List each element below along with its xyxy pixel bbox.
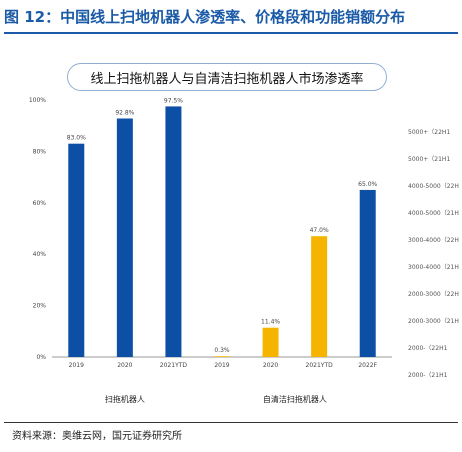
source-note: 资料来源：奥维云网，国元证券研究所 — [12, 431, 182, 442]
data-label: 92.8% — [115, 110, 134, 117]
data-label: 65.0% — [358, 181, 377, 188]
bar — [311, 236, 328, 357]
source-rule — [4, 422, 458, 423]
data-label: 83.0% — [67, 135, 86, 142]
x-tick-label: 2021YTD — [160, 362, 188, 369]
y-tick-label: 40% — [33, 251, 47, 258]
bar — [116, 118, 133, 357]
data-label: 47.0% — [310, 227, 329, 234]
side-legend-item: 2000-3000（22H — [408, 291, 459, 298]
x-tick-label: 2020 — [263, 362, 278, 369]
side-legend-item: 2000-（21H1 — [408, 372, 448, 379]
side-legend-item: 5000+（21H1 — [408, 156, 451, 163]
title-rule — [4, 32, 458, 34]
x-tick-label: 2020 — [117, 362, 132, 369]
y-tick-label: 20% — [33, 303, 47, 310]
x-tick-label: 2019 — [69, 362, 84, 369]
x-tick-label: 2022F — [358, 362, 377, 369]
bar — [262, 327, 279, 357]
bar — [68, 143, 85, 357]
bar — [165, 106, 182, 357]
y-tick-label: 60% — [33, 200, 47, 207]
data-label: 97.5% — [164, 97, 183, 104]
bar — [214, 356, 230, 357]
side-legend-item: 4000-5000（21H — [408, 210, 459, 217]
side-legend-item: 2000-3000（21H — [408, 318, 459, 325]
group-label: 自清洁扫拖机器人 — [263, 394, 327, 404]
chart-title: 线上扫拖机器人与自清洁扫拖机器人市场渗透率 — [67, 63, 387, 91]
figure-title: 图 12：中国线上扫地机器人渗透率、价格段和功能销额分布 — [4, 8, 406, 26]
side-legend-item: 4000-5000（22H — [408, 183, 459, 190]
data-label: 11.4% — [261, 319, 280, 326]
y-tick-label: 100% — [29, 97, 46, 104]
data-label: 0.3% — [214, 347, 230, 354]
y-tick-label: 0% — [36, 354, 46, 361]
side-legend-item: 2000-（22H1 — [408, 345, 448, 352]
y-tick-label: 80% — [33, 148, 47, 155]
side-legend-item: 3000-4000（22H — [408, 237, 459, 244]
group-label: 扫拖机器人 — [105, 394, 145, 404]
bar — [359, 189, 376, 357]
side-legend-item: 3000-4000（21H — [408, 264, 459, 271]
x-tick-label: 2021YTD — [306, 362, 334, 369]
side-legend-item: 5000+（22H1 — [408, 129, 451, 136]
x-tick-label: 2019 — [214, 362, 229, 369]
